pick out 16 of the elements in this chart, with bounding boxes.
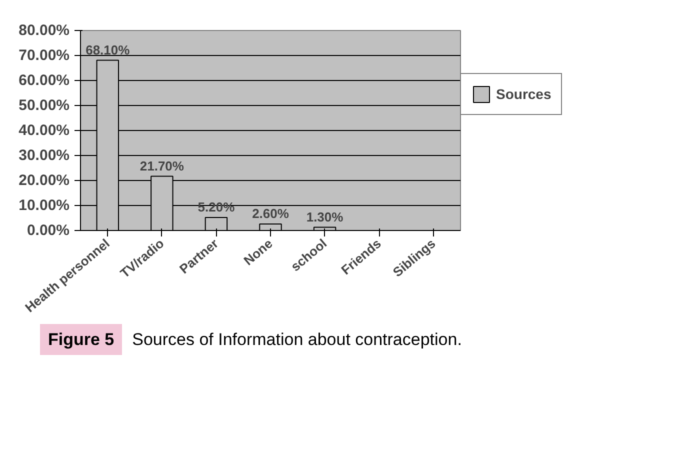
text: 21.70% [140,158,184,174]
y-tick-label: 50.00% [18,97,70,114]
y-tick-label: 40.00% [18,122,70,139]
caption: Figure 5 [40,324,122,355]
y-tick-label: 30.00% [18,147,70,164]
legend-label: Sources [496,86,552,102]
y-tick-label: 80.00% [18,22,70,39]
y-tick-label: 0.00% [26,222,70,239]
y-tick-label: 10.00% [18,197,70,214]
text: 68.10% [86,42,130,58]
y-tick-label: 60.00% [18,72,70,89]
source-note: Sources of Information about contraception. [132,330,462,349]
y-tick-label: 70.00% [18,47,70,64]
text: 2.60% [252,206,289,221]
text: 1.30% [306,209,344,224]
y-tick-label: 20.00% [18,172,70,189]
